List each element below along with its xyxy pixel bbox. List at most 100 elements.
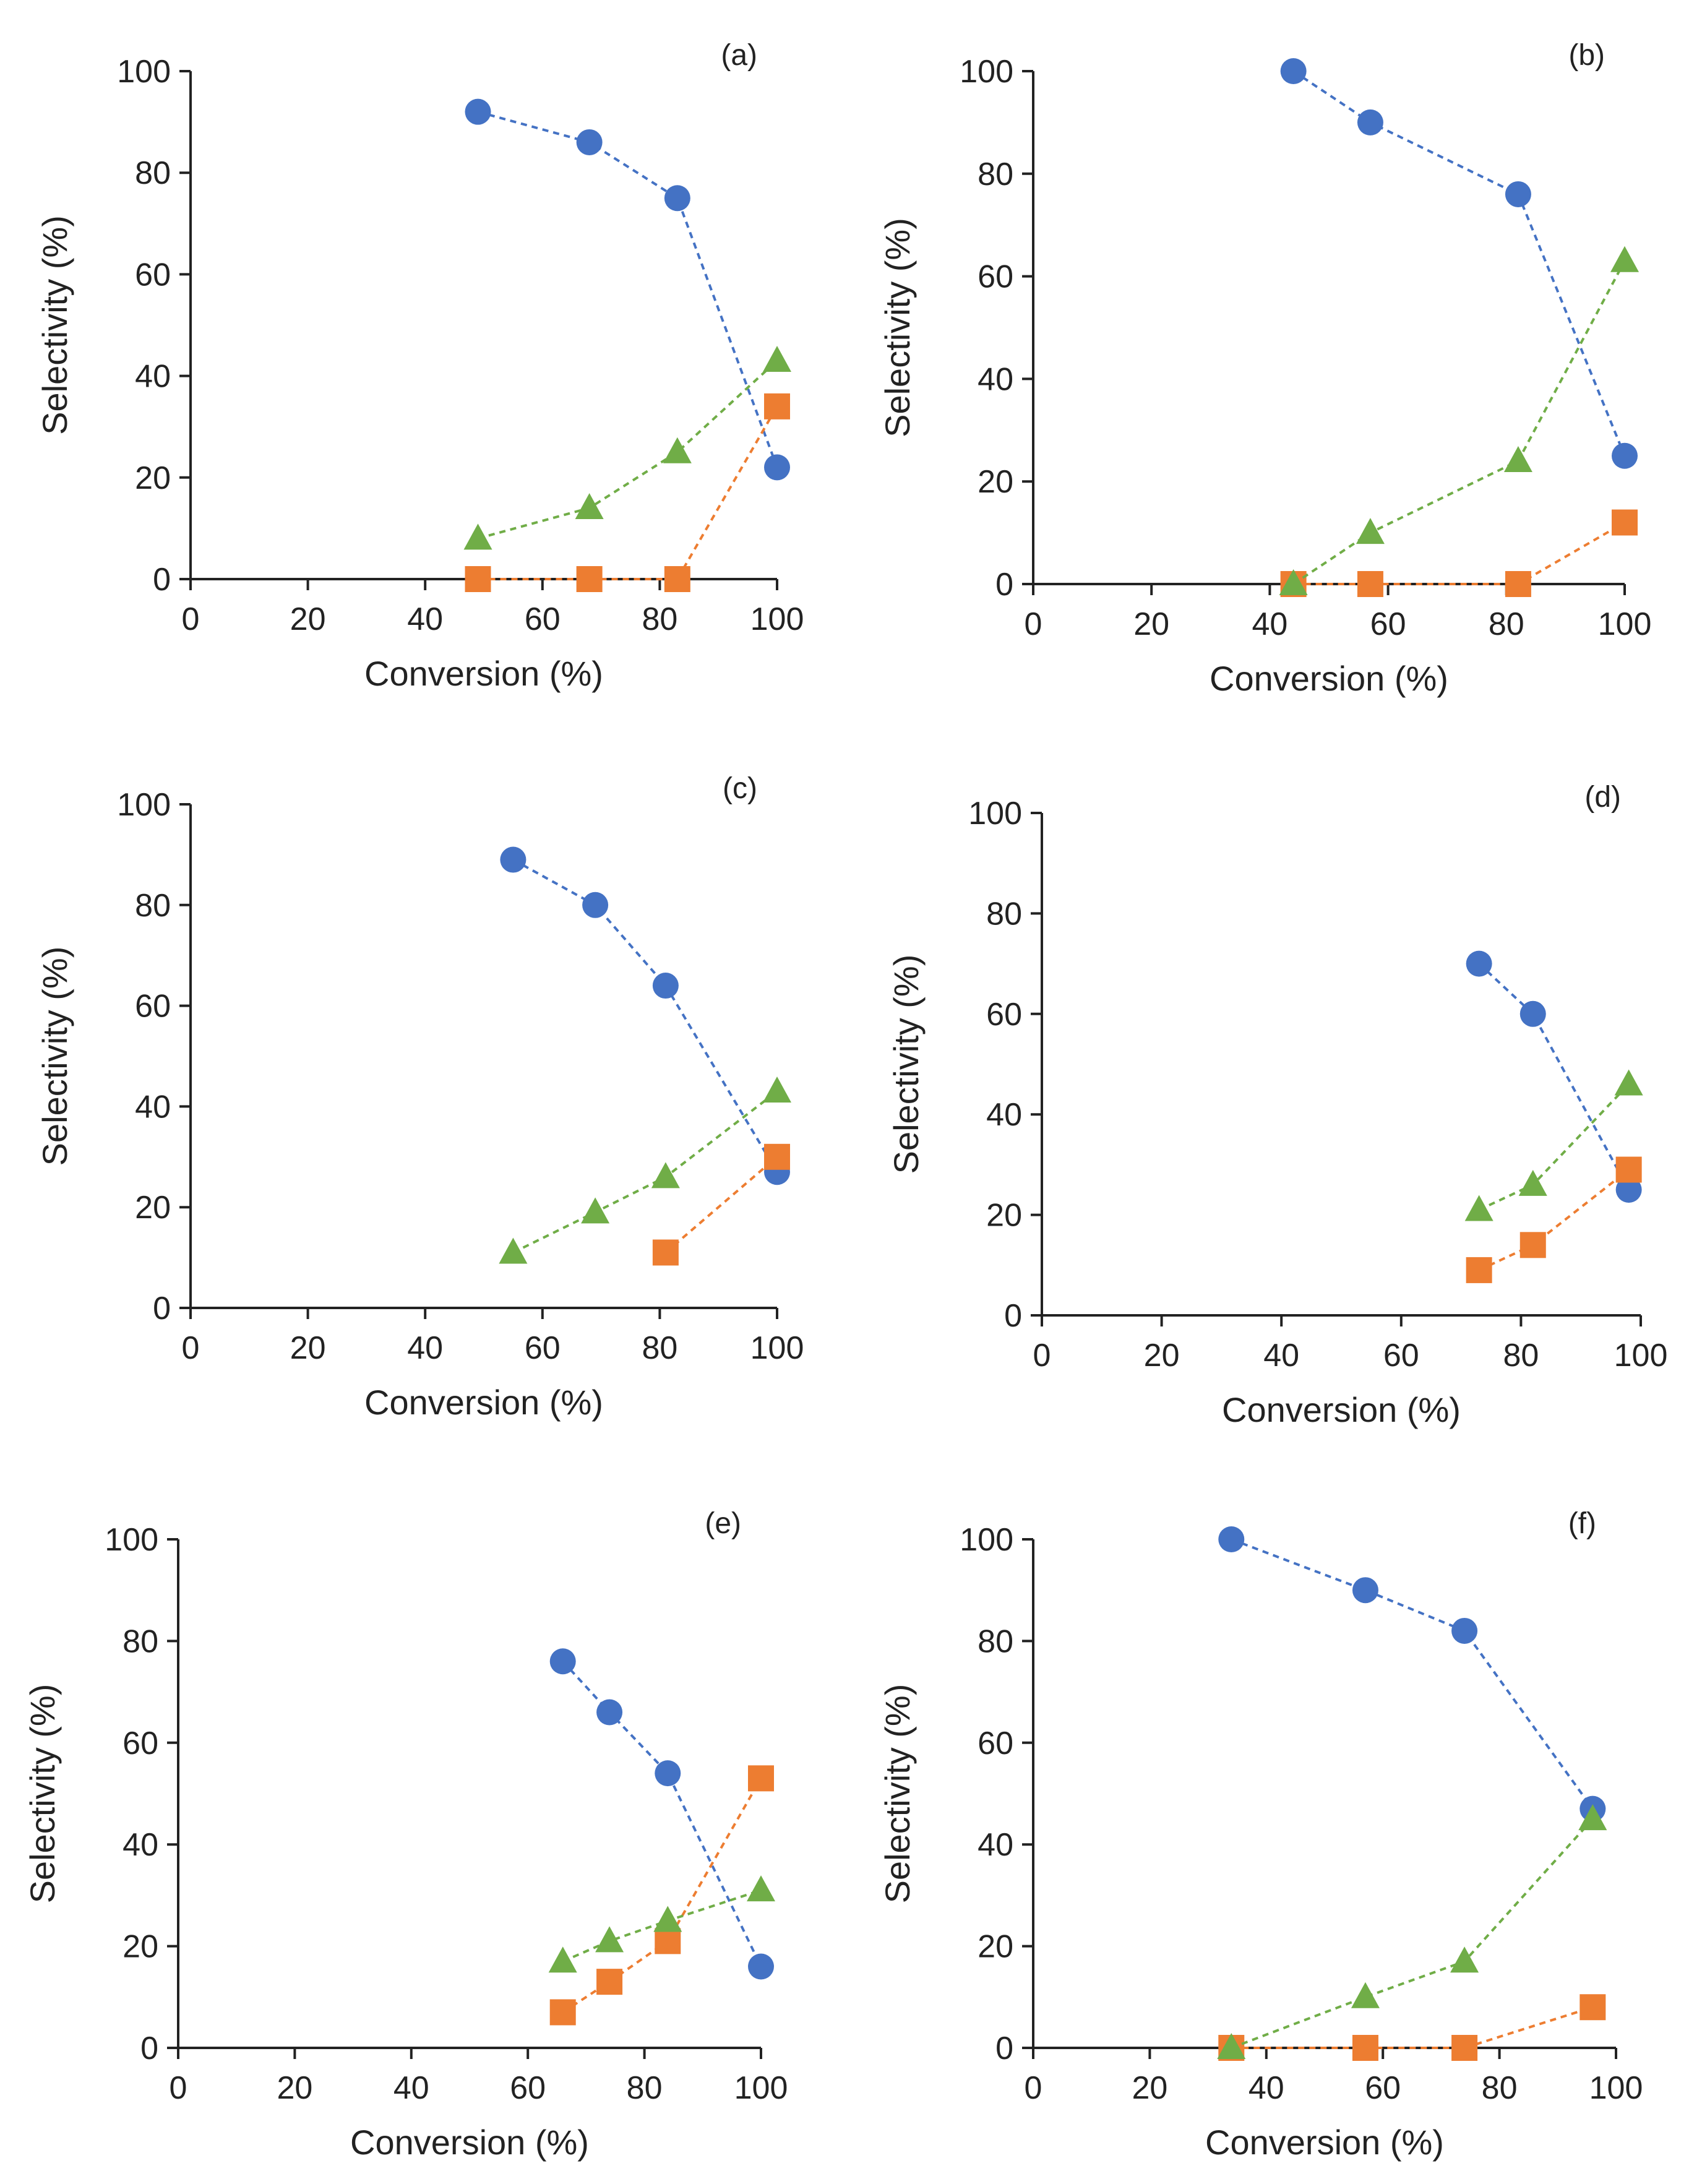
x-tick-label: 0 <box>1033 1338 1051 1374</box>
y-tick-label: 0 <box>140 2031 158 2066</box>
x-tick-label: 20 <box>277 2070 312 2106</box>
circle-point <box>764 454 790 481</box>
x-tick-label: 100 <box>750 1330 804 1366</box>
circle-point <box>1615 1177 1642 1203</box>
y-tick-label: 80 <box>122 1623 158 1659</box>
circle-point <box>1519 1000 1546 1027</box>
y-tick-label: 80 <box>986 896 1022 932</box>
x-tick-label: 20 <box>1144 1338 1180 1374</box>
series-triangle-dashed-line <box>512 1090 778 1254</box>
circle-point <box>1357 109 1383 135</box>
square-point <box>1451 2035 1478 2061</box>
y-tick-label: 0 <box>995 567 1013 603</box>
square-point <box>549 1999 576 2026</box>
x-tick-label: 40 <box>407 601 443 637</box>
x-tick-label: 40 <box>1249 2070 1284 2106</box>
x-axis-title: Conversion (%) <box>1222 1390 1461 1429</box>
square-point <box>596 1969 623 1995</box>
series-circle-dashed-line <box>512 858 778 1173</box>
series-square-dashed-line <box>664 1156 778 1253</box>
y-axis-title: Selectivity (%) <box>35 215 74 435</box>
y-tick-label: 40 <box>122 1827 158 1863</box>
circle-point <box>1352 1577 1378 1604</box>
square-point <box>748 1765 774 1792</box>
chart-panel-d: 0 20 40 60 80 100 0 20 40 60 80 100 Conversion (%) Se… <box>887 781 1667 1429</box>
x-tick-label: 80 <box>1489 606 1524 642</box>
square-point <box>764 393 790 419</box>
x-tick-label: 60 <box>1365 2070 1401 2106</box>
series-circle-dashed-line <box>1478 963 1630 1190</box>
chart-panel-c: 0 20 40 60 80 100 0 20 40 60 80 100 Conversion (%) Se… <box>35 772 804 1422</box>
x-axis-title: Conversion (%) <box>1210 659 1448 698</box>
x-tick-label: 40 <box>1263 1338 1299 1374</box>
panel-label: (e) <box>705 1507 741 1540</box>
triangle-point <box>1464 1195 1494 1221</box>
series-circle-dashed-line <box>562 1660 762 1967</box>
square-point <box>1615 1156 1642 1183</box>
circle-point <box>1218 1526 1245 1552</box>
x-tick-label: 40 <box>1252 606 1287 642</box>
triangle-point <box>1503 446 1532 473</box>
y-tick-label: 100 <box>960 1522 1013 1558</box>
x-axis-title: Conversion (%) <box>364 654 603 693</box>
y-tick-label: 100 <box>105 1522 158 1558</box>
x-tick-label: 0 <box>1025 2070 1042 2106</box>
square-point <box>1519 1232 1546 1258</box>
y-tick-label: 40 <box>135 359 171 395</box>
x-tick-label: 0 <box>1025 606 1042 642</box>
triangle-point <box>663 437 692 463</box>
panel-label: (b) <box>1568 39 1605 72</box>
panel-label: (d) <box>1584 781 1621 814</box>
y-axis-title: Selectivity (%) <box>887 955 926 1174</box>
triangle-point <box>1614 1069 1643 1096</box>
chart-panel-b: 0 20 40 60 80 100 0 20 40 60 80 100 Conversion (%) Se… <box>878 39 1651 698</box>
series-square-dashed-line <box>478 405 778 580</box>
panel-label: (c) <box>723 772 757 805</box>
square-point <box>664 566 690 592</box>
square-point <box>576 566 603 592</box>
triangle-point <box>1217 2033 1246 2059</box>
circle-point <box>1451 1617 1478 1644</box>
square-point <box>1580 1994 1606 2021</box>
x-axis-title: Conversion (%) <box>350 2123 589 2162</box>
y-tick-label: 40 <box>978 361 1013 397</box>
series-triangle-dashed-line <box>1231 1818 1594 2049</box>
x-tick-label: 40 <box>393 2070 429 2106</box>
square-point <box>1357 571 1383 597</box>
circle-point <box>655 1760 681 1787</box>
triangle-point <box>1450 1946 1479 1973</box>
y-tick-label: 0 <box>153 1291 171 1326</box>
y-tick-label: 20 <box>135 460 171 496</box>
chart-panel-e: 0 20 40 60 80 100 0 20 40 60 80 100 Conversion (%) Se… <box>23 1507 788 2162</box>
x-tick-label: 100 <box>750 601 804 637</box>
circle-point <box>500 846 527 873</box>
y-axis-title: Selectivity (%) <box>23 1684 62 1904</box>
x-tick-label: 20 <box>1132 2070 1167 2106</box>
y-tick-label: 100 <box>960 54 1013 90</box>
square-point <box>465 566 491 592</box>
circle-point <box>652 973 679 999</box>
circle-point <box>1280 58 1307 84</box>
y-tick-label: 40 <box>978 1827 1013 1863</box>
circle-point <box>664 185 690 212</box>
y-tick-label: 20 <box>122 1929 158 1965</box>
circle-point <box>1505 181 1531 207</box>
triangle-point <box>763 345 791 372</box>
triangle-point <box>548 1946 577 1973</box>
x-tick-label: 80 <box>642 601 677 637</box>
triangle-point <box>653 1906 682 1932</box>
square-point <box>652 1239 679 1266</box>
y-tick-label: 40 <box>986 1097 1022 1133</box>
chart-panel-a: 0 20 40 60 80 100 0 20 40 60 80 100 Conversion (%) Se… <box>35 39 804 693</box>
triangle-point <box>1578 1804 1607 1831</box>
triangle-point <box>651 1162 680 1189</box>
square-point <box>1352 2035 1378 2061</box>
x-tick-label: 60 <box>525 1330 561 1366</box>
triangle-point <box>1351 1982 1380 2008</box>
y-axis-title: Selectivity (%) <box>35 947 74 1166</box>
series-triangle-dashed-line <box>477 359 778 540</box>
x-tick-label: 80 <box>642 1330 677 1366</box>
x-tick-label: 80 <box>627 2070 663 2106</box>
series-square-dashed-line <box>562 1778 762 2014</box>
square-point <box>1466 1257 1492 1283</box>
